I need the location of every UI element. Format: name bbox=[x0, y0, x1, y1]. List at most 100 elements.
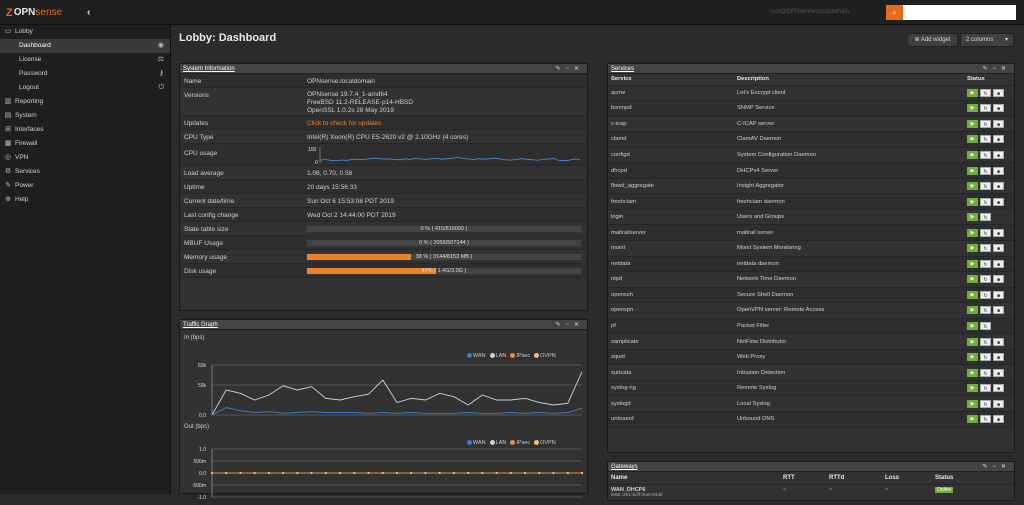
traffic-in-legend[interactable]: WAN LAN IPsec OVPN bbox=[463, 353, 556, 359]
stop-icon[interactable]: ■ bbox=[993, 337, 1004, 346]
stop-icon[interactable]: ■ bbox=[993, 415, 1004, 424]
stop-icon[interactable]: ■ bbox=[993, 88, 1004, 97]
legend-item-ovpn[interactable]: OVPN bbox=[530, 440, 556, 446]
sidebar-subitem-password[interactable]: Password ⚷ bbox=[0, 67, 170, 81]
stop-icon[interactable]: ■ bbox=[993, 353, 1004, 362]
sidebar-item-firewall[interactable]: ▦ Firewall bbox=[0, 137, 170, 151]
service-running-icon[interactable]: ▶ bbox=[967, 290, 978, 299]
stop-icon[interactable]: ■ bbox=[993, 306, 1004, 315]
search-icon[interactable]: ⌕ bbox=[886, 5, 903, 20]
service-running-icon[interactable]: ▶ bbox=[967, 104, 978, 113]
restart-icon[interactable]: ↻ bbox=[980, 321, 991, 330]
service-running-icon[interactable]: ▶ bbox=[967, 88, 978, 97]
service-running-icon[interactable]: ▶ bbox=[967, 197, 978, 206]
widget-controls[interactable]: ✎−✕ bbox=[982, 464, 1011, 470]
restart-icon[interactable]: ↻ bbox=[980, 104, 991, 113]
stop-icon[interactable]: ■ bbox=[993, 259, 1004, 268]
sidebar-item-reporting[interactable]: ▥ Reporting bbox=[0, 95, 170, 109]
sidebar-item-interfaces[interactable]: ⊞ Interfaces bbox=[0, 123, 170, 137]
stop-icon[interactable]: ■ bbox=[993, 275, 1004, 284]
sidebar-item-lobby[interactable]: ▭ Lobby bbox=[0, 25, 170, 39]
service-running-icon[interactable]: ▶ bbox=[967, 337, 978, 346]
stop-icon[interactable]: ■ bbox=[993, 197, 1004, 206]
restart-icon[interactable]: ↻ bbox=[980, 244, 991, 253]
restart-icon[interactable]: ↻ bbox=[980, 306, 991, 315]
service-running-icon[interactable]: ▶ bbox=[967, 353, 978, 362]
collapse-sidebar-icon[interactable]: ‹ bbox=[87, 7, 91, 18]
restart-icon[interactable]: ↻ bbox=[980, 415, 991, 424]
restart-icon[interactable]: ↻ bbox=[980, 368, 991, 377]
service-running-icon[interactable]: ▶ bbox=[967, 119, 978, 128]
stop-icon[interactable]: ■ bbox=[993, 135, 1004, 144]
restart-icon[interactable]: ↻ bbox=[980, 213, 991, 222]
service-running-icon[interactable]: ▶ bbox=[967, 306, 978, 315]
widget-controls[interactable]: ✎−✕ bbox=[982, 66, 1011, 72]
widget-title[interactable]: Traffic Graph bbox=[183, 322, 218, 328]
add-widget-button[interactable]: ⊕ Add widget bbox=[907, 33, 958, 47]
opnsense-logo[interactable]: Z OPNsense bbox=[6, 5, 62, 20]
service-running-icon[interactable]: ▶ bbox=[967, 213, 978, 222]
restart-icon[interactable]: ↻ bbox=[980, 290, 991, 299]
service-running-icon[interactable]: ▶ bbox=[967, 135, 978, 144]
restart-icon[interactable]: ↻ bbox=[980, 182, 991, 191]
sidebar-subitem-logout[interactable]: Logout ⏻ bbox=[0, 81, 170, 95]
restart-icon[interactable]: ↻ bbox=[980, 197, 991, 206]
widget-controls[interactable]: ✎−✕ bbox=[555, 322, 584, 328]
restart-icon[interactable]: ↻ bbox=[980, 150, 991, 159]
restart-icon[interactable]: ↻ bbox=[980, 259, 991, 268]
restart-icon[interactable]: ↻ bbox=[980, 353, 991, 362]
legend-item-wan[interactable]: WAN bbox=[463, 440, 486, 446]
restart-icon[interactable]: ↻ bbox=[980, 399, 991, 408]
legend-item-ipsec[interactable]: IPsec bbox=[506, 353, 530, 359]
service-running-icon[interactable]: ▶ bbox=[967, 415, 978, 424]
stop-icon[interactable]: ■ bbox=[993, 104, 1004, 113]
service-running-icon[interactable]: ▶ bbox=[967, 244, 978, 253]
service-running-icon[interactable]: ▶ bbox=[967, 321, 978, 330]
stop-icon[interactable]: ■ bbox=[993, 182, 1004, 191]
service-running-icon[interactable]: ▶ bbox=[967, 399, 978, 408]
restart-icon[interactable]: ↻ bbox=[980, 384, 991, 393]
stop-icon[interactable]: ■ bbox=[993, 166, 1004, 175]
restart-icon[interactable]: ↻ bbox=[980, 88, 991, 97]
restart-icon[interactable]: ↻ bbox=[980, 228, 991, 237]
stop-icon[interactable]: ■ bbox=[993, 119, 1004, 128]
widget-title[interactable]: Gateways bbox=[611, 464, 638, 470]
stop-icon[interactable]: ■ bbox=[993, 150, 1004, 159]
stop-icon[interactable]: ■ bbox=[993, 384, 1004, 393]
restart-icon[interactable]: ↻ bbox=[980, 337, 991, 346]
service-running-icon[interactable]: ▶ bbox=[967, 368, 978, 377]
service-running-icon[interactable]: ▶ bbox=[967, 182, 978, 191]
sidebar-item-system[interactable]: ▤ System bbox=[0, 109, 170, 123]
stop-icon[interactable]: ■ bbox=[993, 399, 1004, 408]
sidebar-item-vpn[interactable]: ◎ VPN bbox=[0, 151, 170, 165]
check-updates-link[interactable]: Click to check for updates. bbox=[307, 120, 384, 127]
stop-icon[interactable]: ■ bbox=[993, 228, 1004, 237]
legend-item-lan[interactable]: LAN bbox=[486, 353, 506, 359]
sidebar-item-services[interactable]: ⚙ Services bbox=[0, 165, 170, 179]
restart-icon[interactable]: ↻ bbox=[980, 275, 991, 284]
legend-item-wan[interactable]: WAN bbox=[463, 353, 486, 359]
columns-select[interactable]: 2 columns ▾ bbox=[960, 33, 1014, 47]
sidebar-subitem-dashboard[interactable]: Dashboard ◉ bbox=[0, 39, 170, 53]
sidebar-item-power[interactable]: ✎ Power bbox=[0, 179, 170, 193]
restart-icon[interactable]: ↻ bbox=[980, 166, 991, 175]
restart-icon[interactable]: ↻ bbox=[980, 135, 991, 144]
widget-controls[interactable]: ✎−✕ bbox=[555, 66, 584, 72]
sidebar-subitem-license[interactable]: License ⚖ bbox=[0, 53, 170, 67]
search-input[interactable] bbox=[903, 5, 1016, 20]
service-running-icon[interactable]: ▶ bbox=[967, 259, 978, 268]
legend-item-lan[interactable]: LAN bbox=[486, 440, 506, 446]
service-running-icon[interactable]: ▶ bbox=[967, 150, 978, 159]
restart-icon[interactable]: ↻ bbox=[980, 119, 991, 128]
widget-title[interactable]: Services bbox=[611, 66, 635, 72]
service-running-icon[interactable]: ▶ bbox=[967, 275, 978, 284]
legend-item-ipsec[interactable]: IPsec bbox=[506, 440, 530, 446]
stop-icon[interactable]: ■ bbox=[993, 290, 1004, 299]
stop-icon[interactable]: ■ bbox=[993, 244, 1004, 253]
legend-item-ovpn[interactable]: OVPN bbox=[530, 353, 556, 359]
service-running-icon[interactable]: ▶ bbox=[967, 166, 978, 175]
stop-icon[interactable]: ■ bbox=[993, 368, 1004, 377]
service-running-icon[interactable]: ▶ bbox=[967, 228, 978, 237]
service-running-icon[interactable]: ▶ bbox=[967, 384, 978, 393]
traffic-out-legend[interactable]: WAN LAN IPsec OVPN bbox=[463, 440, 556, 446]
